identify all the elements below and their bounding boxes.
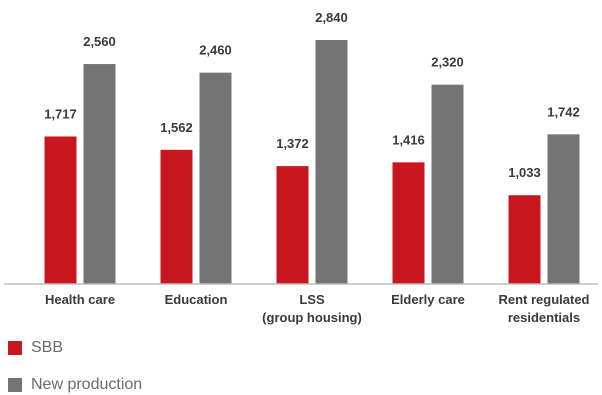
bar-sbb-elderly-care — [392, 162, 425, 284]
value-label-sbb-elderly-care: 1,416 — [392, 132, 425, 147]
legend-item-sbb: SBB — [8, 338, 63, 358]
legend-label-new-production: New production — [31, 376, 143, 393]
category-label-lss-group-housing: LSS — [299, 292, 325, 307]
value-label-new-production-elderly-care: 2,320 — [431, 55, 464, 70]
value-label-sbb-rent-regulated-residentials: 1,033 — [508, 165, 541, 180]
bar-new-production-health-care — [83, 64, 116, 284]
bar-new-production-rent-regulated-residentials — [547, 134, 580, 284]
legend-label-sbb: SBB — [31, 339, 64, 356]
category-label-rent-regulated-residentials-line-2: residentials — [508, 310, 580, 325]
value-label-new-production-lss-group-housing: 2,840 — [315, 10, 348, 25]
value-label-new-production-health-care: 2,560 — [83, 34, 116, 49]
bar-sbb-education — [160, 149, 193, 284]
bar-new-production-education — [199, 72, 232, 284]
legend-swatch-sbb — [8, 341, 22, 355]
category-label-elderly-care: Elderly care — [391, 292, 465, 307]
value-label-sbb-education: 1,562 — [160, 120, 193, 135]
bar-sbb-health-care — [44, 136, 77, 284]
bar-new-production-elderly-care — [431, 84, 464, 284]
bar-sbb-lss-group-housing — [276, 166, 309, 284]
value-label-new-production-rent-regulated-residentials: 1,742 — [547, 104, 580, 119]
bar-new-production-lss-group-housing — [315, 40, 348, 284]
bars-group — [44, 40, 580, 284]
category-label-education: Education — [165, 292, 228, 307]
value-label-sbb-health-care: 1,717 — [44, 106, 77, 121]
value-label-new-production-education: 2,460 — [199, 43, 232, 58]
category-labels-group: Health care Education LSS (group housing) El… — [45, 292, 590, 325]
value-label-sbb-lss-group-housing: 1,372 — [276, 136, 309, 151]
legend-swatch-new-production — [8, 378, 22, 392]
category-label-lss-group-housing-line-2: (group housing) — [262, 310, 362, 325]
value-labels-group: 1,717 2,560 1,562 2,460 1,372 2,840 1,416 2,320… — [44, 10, 580, 180]
bar-sbb-rent-regulated-residentials — [508, 195, 541, 284]
category-label-health-care: Health care — [45, 292, 115, 307]
legend-item-new-production: New production — [8, 375, 142, 395]
bar-chart: 1,717 2,560 1,562 2,460 1,372 2,840 1,416 2,320… — [4, 10, 598, 325]
category-label-rent-regulated-residentials: Rent regulated — [498, 292, 589, 307]
